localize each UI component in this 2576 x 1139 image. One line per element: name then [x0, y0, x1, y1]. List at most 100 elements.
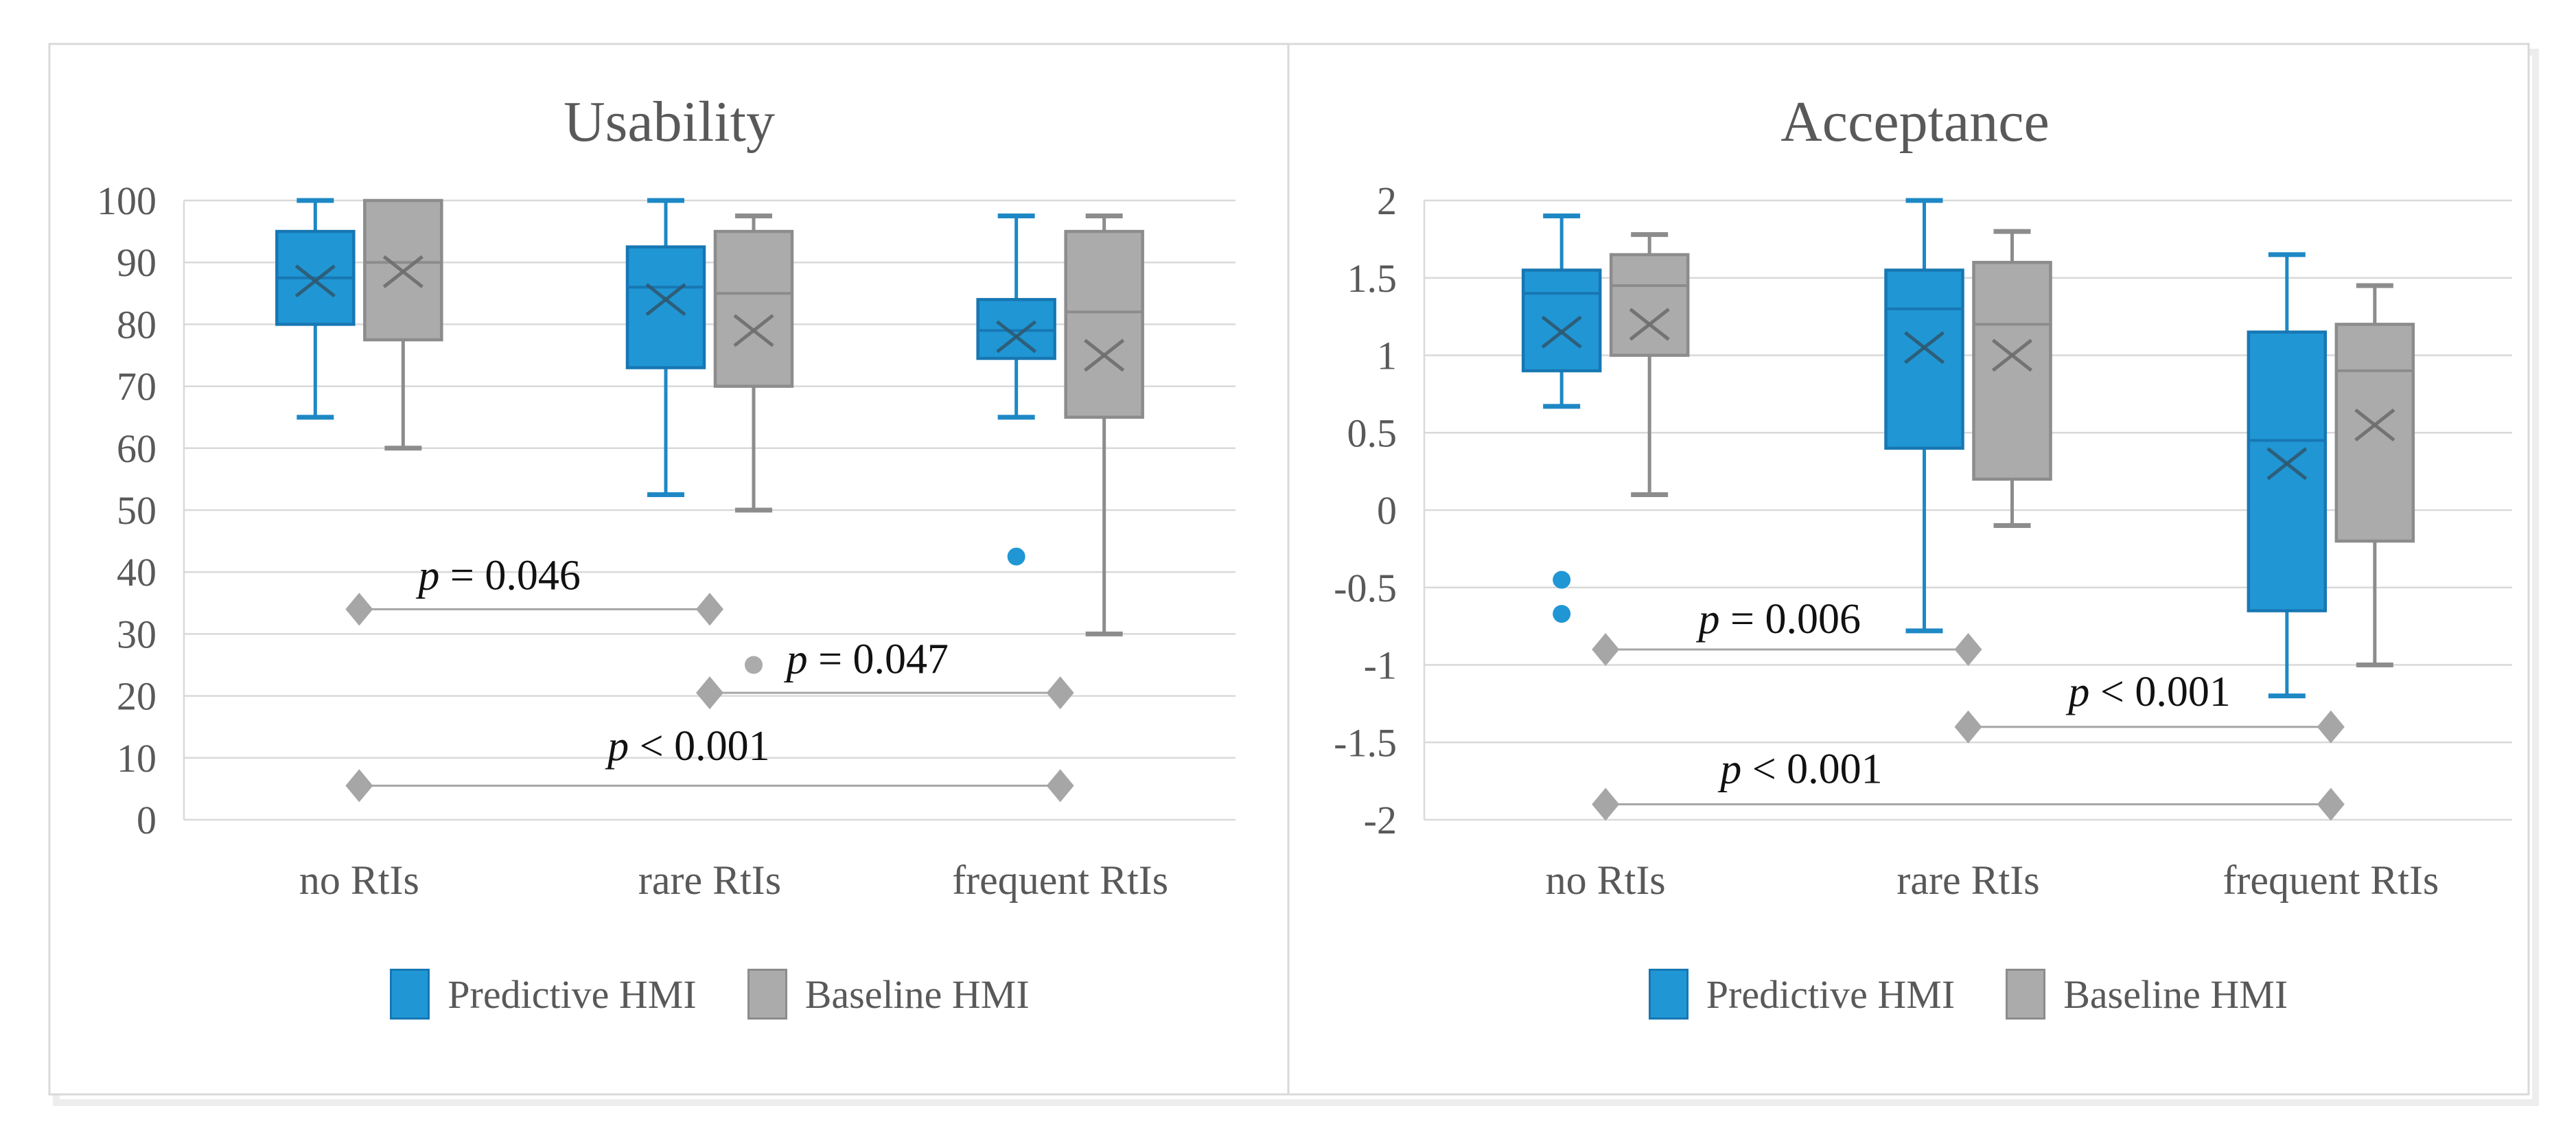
y-axis-tick-label: 0: [137, 798, 156, 842]
significance-diamond: [696, 676, 723, 710]
significance-diamond: [345, 592, 373, 626]
mean-marker: [1991, 338, 2033, 372]
boxplot-no-rtis: [363, 198, 443, 451]
significance-label: p < 0.001: [605, 723, 769, 770]
significance-diamond: [1954, 710, 1982, 744]
mean-marker: [1541, 315, 1582, 349]
legend-acceptance: Predictive HMI Baseline HMI: [1424, 964, 2512, 1024]
y-axis-tick-label: 20: [117, 674, 156, 719]
significance-annotation: p < 0.001: [345, 723, 1074, 803]
legend-label: Predictive HMI: [448, 971, 697, 1017]
y-axis-tick-label: 70: [117, 365, 156, 409]
y-axis-tick-label: 50: [117, 488, 156, 533]
box: [1972, 260, 2052, 481]
y-axis-tick-label: -0.5: [1334, 566, 1397, 610]
legend-swatch-baseline-hmi: [2006, 969, 2046, 1020]
significance-diamond: [2317, 787, 2345, 821]
significance-diamond: [1592, 632, 1620, 666]
significance-annotation: p = 0.006: [1592, 596, 1982, 666]
box: [2334, 323, 2415, 543]
legend-item: Baseline HMI: [2006, 969, 2288, 1020]
boxplot-rare-rtis: [1884, 198, 1964, 634]
box: [1609, 253, 1690, 357]
y-axis-tick-label: -1: [1364, 643, 1397, 688]
mean-marker: [1084, 338, 1125, 372]
y-axis-tick-label: 40: [117, 550, 156, 595]
y-axis-tick-label: -1.5: [1334, 720, 1397, 765]
legend-usability: Predictive HMI Baseline HMI: [184, 964, 1235, 1024]
box: [2247, 330, 2328, 612]
boxplot-rare-rtis: [1972, 229, 2052, 529]
x-axis-label: frequent RtIs: [952, 858, 1168, 903]
significance-diamond: [1046, 676, 1074, 710]
y-axis-tick-label: -2: [1364, 798, 1397, 842]
boxplot-frequent-rtis: [1064, 214, 1144, 636]
legend-item: Predictive HMI: [390, 969, 697, 1020]
significance-label: p = 0.047: [784, 636, 949, 682]
box: [1064, 229, 1144, 419]
boxplot-no-rtis: [1609, 232, 1690, 497]
y-axis-tick-label: 60: [117, 426, 156, 471]
outlier-dot: [1553, 571, 1571, 589]
legend-item: Baseline HMI: [747, 969, 1030, 1020]
boxplot-frequent-rtis: [2334, 283, 2415, 667]
significance-diamond: [1046, 769, 1074, 803]
box: [713, 229, 794, 388]
mean-marker: [294, 264, 336, 298]
boxplot-frequent-rtis: [976, 214, 1056, 566]
y-axis-tick-label: 0: [1377, 488, 1397, 533]
significance-label: p < 0.001: [1717, 746, 1882, 793]
mean-marker: [2266, 447, 2308, 481]
significance-annotation: p < 0.001: [1592, 746, 2345, 821]
box: [1521, 268, 1602, 373]
y-axis-tick-label: 10: [117, 736, 156, 781]
significance-annotation: p = 0.047: [696, 636, 1074, 710]
legend-label: Baseline HMI: [804, 971, 1030, 1017]
box: [625, 245, 706, 369]
boxplot-no-rtis: [275, 198, 356, 420]
significance-diamond: [1592, 787, 1620, 821]
y-axis-tick-label: 80: [117, 302, 156, 347]
chart-title: Acceptance: [1780, 90, 2050, 154]
y-axis-tick-label: 90: [117, 240, 156, 285]
significance-label: p = 0.006: [1696, 596, 1861, 643]
chart-title: Usability: [564, 90, 775, 154]
mean-marker: [1629, 308, 1670, 341]
legend-label: Baseline HMI: [2063, 971, 2288, 1017]
legend-swatch-predictive-hmi: [1648, 969, 1689, 1020]
y-axis-tick-label: 100: [97, 179, 156, 223]
x-axis-label: no RtIs: [1546, 858, 1666, 903]
significance-annotation: p < 0.001: [1954, 669, 2345, 744]
boxplot-rare-rtis: [713, 214, 794, 674]
boxplot-no-rtis: [1521, 214, 1602, 623]
significance-label: p < 0.001: [2065, 669, 2230, 715]
outlier-dot: [745, 656, 763, 674]
significance-annotation: p = 0.046: [345, 553, 723, 626]
x-axis-label: rare RtIs: [1896, 858, 2039, 903]
mean-marker: [645, 283, 686, 317]
acceptance-panel: Acceptance 2 1.5 1 0.5 0 -0.5 -1 -1.5 -2 no RtIs ra…: [1334, 90, 2512, 903]
significance-label: p = 0.046: [415, 553, 580, 599]
significance-diamond: [696, 592, 723, 626]
legend-label: Predictive HMI: [1706, 971, 1956, 1017]
significance-diamond: [2317, 710, 2345, 744]
significance-diamond: [345, 769, 373, 803]
outlier-dot: [1007, 547, 1025, 566]
y-axis-tick-label: 1: [1377, 334, 1397, 378]
mean-marker: [996, 320, 1037, 354]
box: [1884, 268, 1964, 450]
y-axis-tick-label: 1.5: [1347, 256, 1397, 301]
y-axis-tick-label: 0.5: [1347, 411, 1397, 455]
mean-marker: [1903, 331, 1945, 365]
significance-diamond: [1954, 632, 1982, 666]
y-axis-tick-label: 2: [1377, 179, 1397, 223]
legend-item: Predictive HMI: [1648, 969, 1956, 1020]
mean-marker: [2354, 409, 2395, 441]
x-axis-label: frequent RtIs: [2223, 858, 2439, 903]
legend-swatch-baseline-hmi: [747, 969, 787, 1020]
y-axis-tick-label: 30: [117, 612, 156, 656]
boxplot-frequent-rtis: [2247, 252, 2328, 699]
